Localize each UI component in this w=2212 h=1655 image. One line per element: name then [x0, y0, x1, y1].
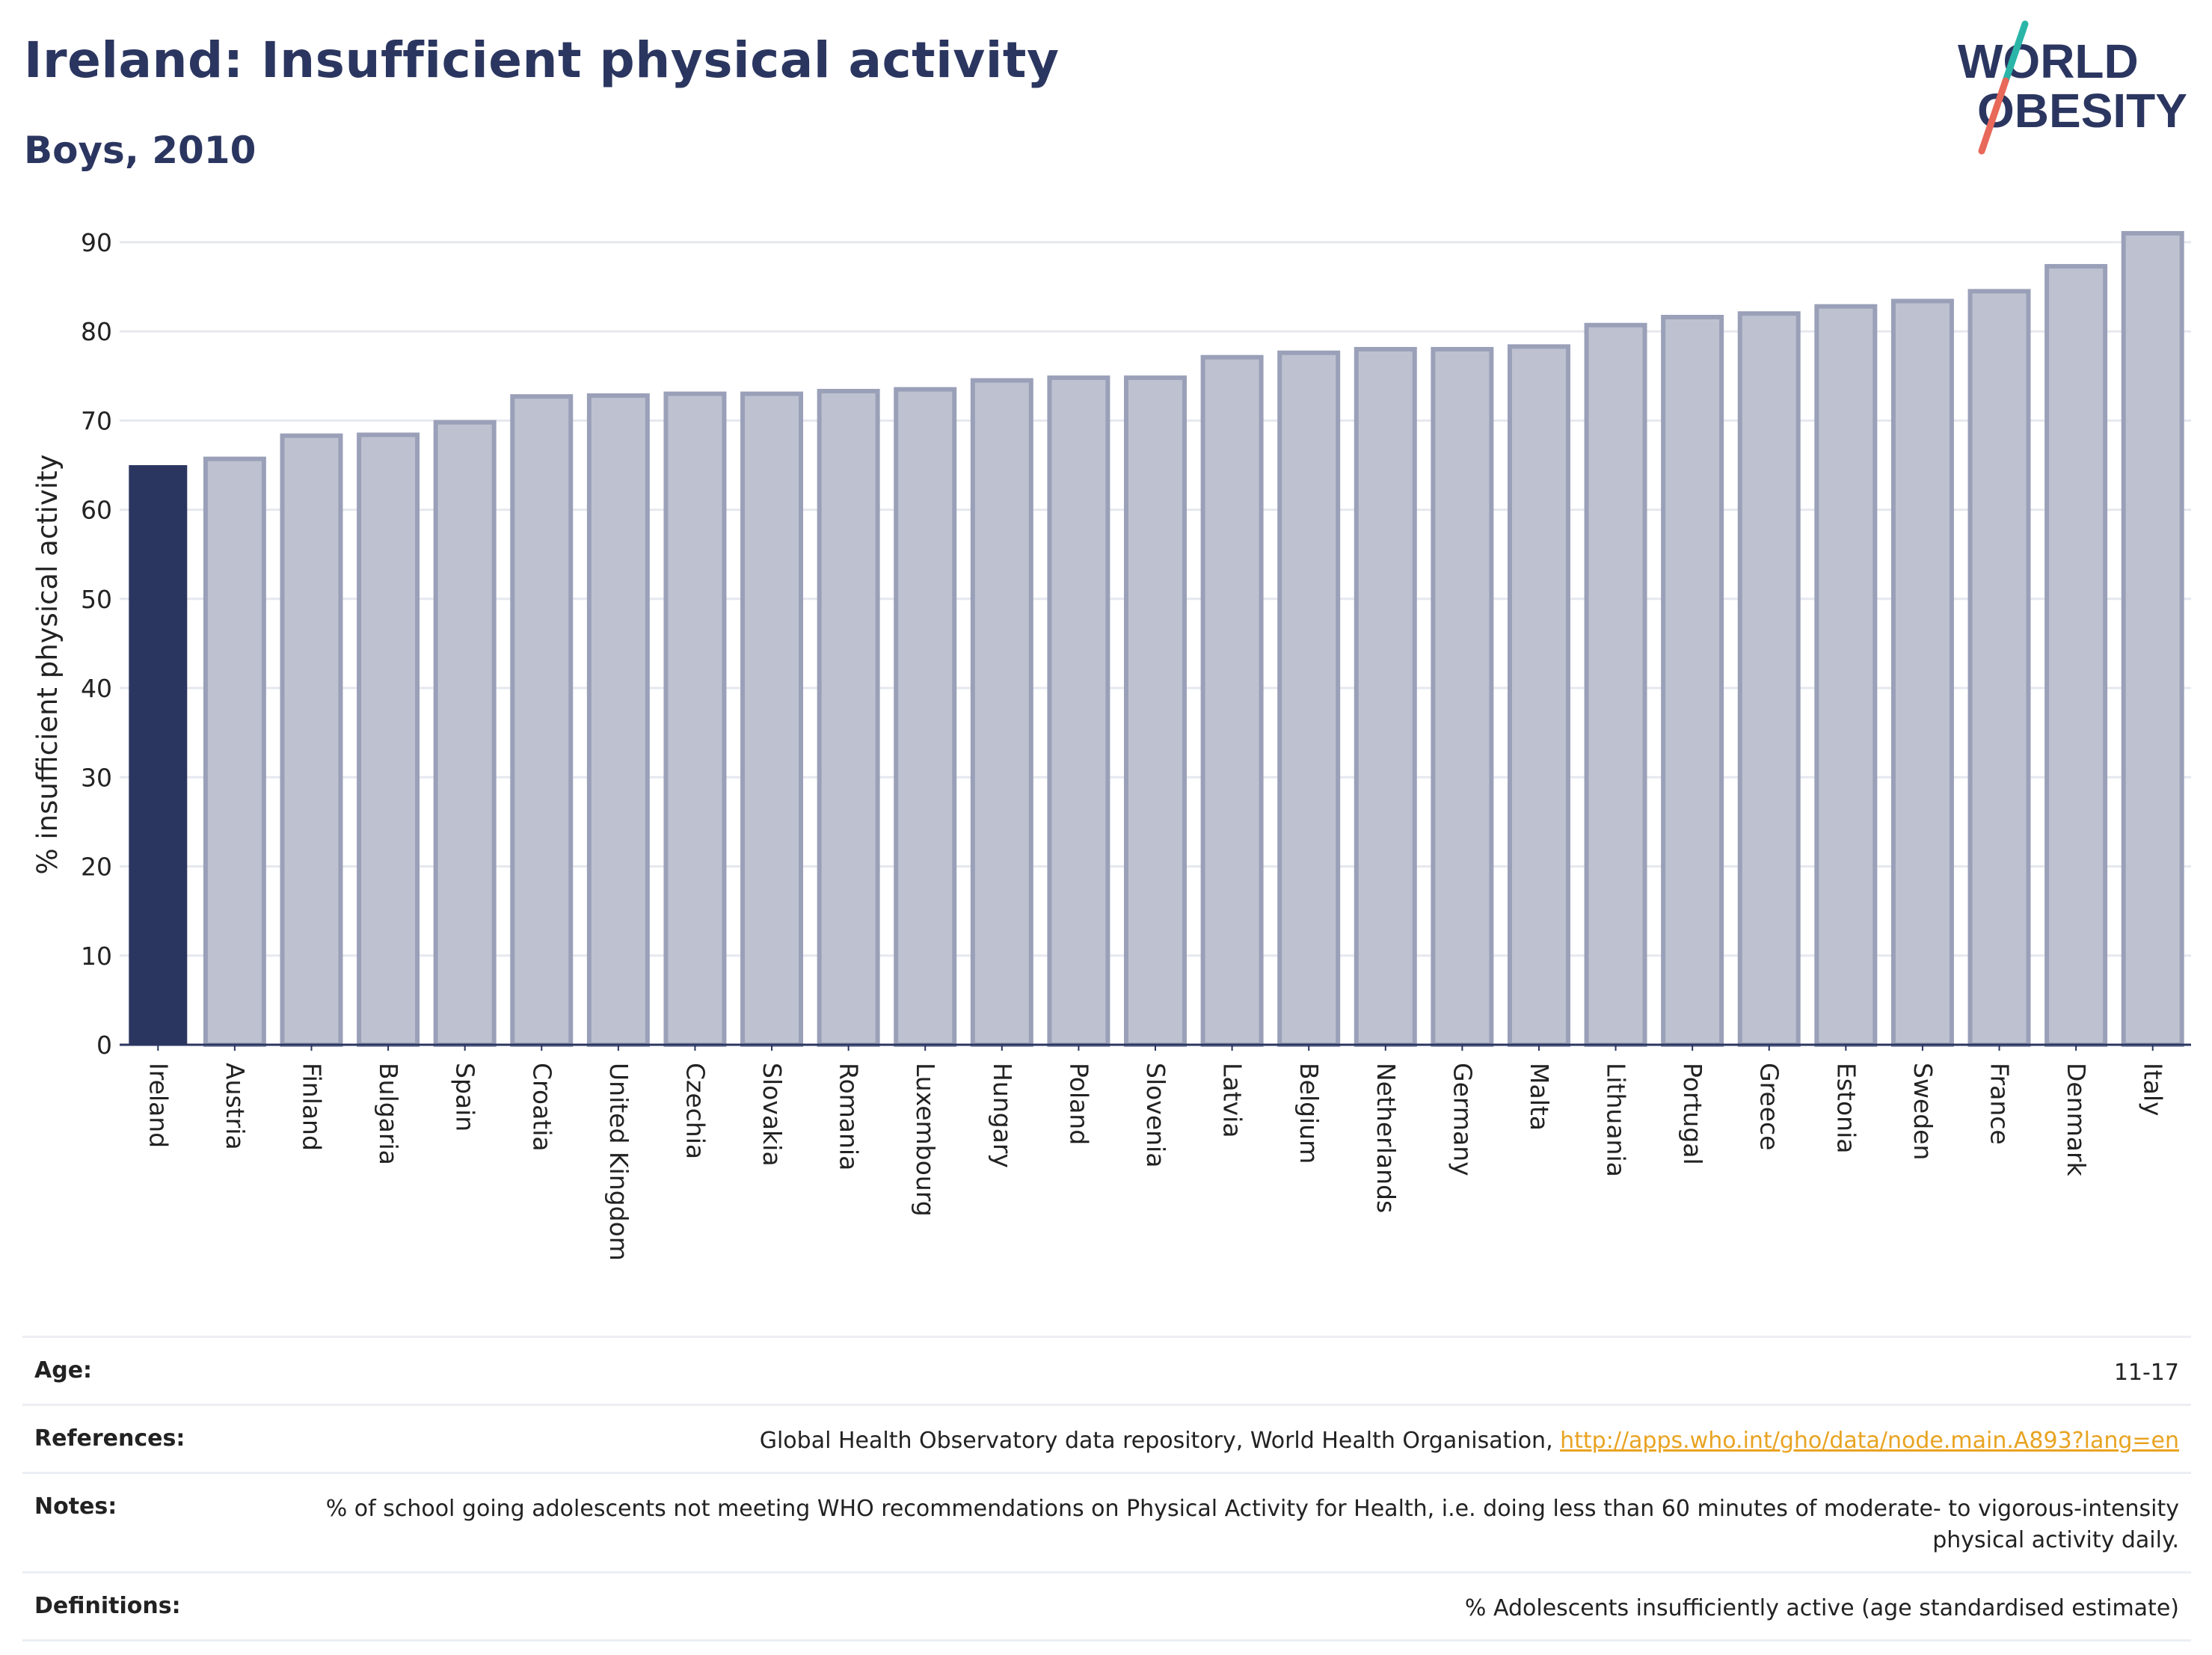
world-obesity-logo: WORLD OBESITY — [1958, 20, 2187, 155]
meta-key-notes: Notes: — [34, 1493, 117, 1520]
x-tick-label: Luxembourg — [911, 1063, 940, 1217]
references-link[interactable]: http://apps.who.int/gho/data/node.main.A… — [1560, 1428, 2179, 1454]
y-tick-label: 80 — [81, 317, 112, 346]
x-tick-label: Greece — [1755, 1063, 1784, 1150]
x-tick-label: Finland — [297, 1063, 326, 1151]
y-axis-title: % insufficient physical activity — [31, 454, 64, 874]
meta-key-definitions: Definitions: — [34, 1593, 181, 1619]
meta-key-age: Age: — [34, 1357, 93, 1384]
bar — [740, 391, 804, 1047]
meta-row-age: Age: 11-17 — [22, 1336, 2191, 1404]
bar — [1047, 375, 1110, 1047]
y-tick-label: 70 — [81, 406, 112, 435]
x-tick-label: Italy — [2139, 1063, 2168, 1117]
x-tick-label: Denmark — [2062, 1063, 2091, 1177]
bar — [1431, 346, 1494, 1048]
bar — [510, 394, 574, 1047]
metadata-table: Age: 11-17 References: Global Health Obs… — [22, 1336, 2191, 1642]
y-tick-label: 10 — [81, 942, 112, 971]
bar — [1200, 354, 1264, 1047]
bar — [586, 393, 650, 1047]
x-tick-label: Malta — [1525, 1063, 1554, 1131]
page-title: Ireland: Insufficient physical activity — [24, 31, 1060, 89]
x-tick-label: Slovenia — [1141, 1063, 1170, 1167]
page-subtitle: Boys, 2010 — [24, 129, 256, 172]
references-text: Global Health Observatory data repositor… — [759, 1428, 1561, 1454]
x-tick-label: Austria — [221, 1063, 250, 1150]
bar — [433, 420, 497, 1047]
bar — [1584, 322, 1647, 1047]
x-tick-label: Belgium — [1294, 1063, 1324, 1164]
meta-value-age: 11-17 — [2113, 1360, 2179, 1386]
bar — [2121, 230, 2184, 1047]
meta-value-definitions: % Adolescents insufficiently active (age… — [1464, 1595, 2179, 1621]
meta-row-notes: Notes: % of school going adolescents not… — [22, 1472, 2191, 1571]
bar — [1737, 311, 1801, 1047]
x-tick-label: Ireland — [144, 1063, 173, 1148]
bar — [280, 433, 343, 1047]
bar — [357, 432, 420, 1047]
bar — [203, 456, 266, 1047]
logo-line2: OBESITY — [1977, 84, 2187, 138]
x-tick-label: Hungary — [988, 1063, 1017, 1168]
x-tick-label: Romania — [835, 1063, 864, 1170]
bar — [1890, 298, 1954, 1047]
bar — [1661, 315, 1724, 1048]
bar — [1354, 346, 1417, 1048]
y-tick-label: 30 — [81, 763, 112, 792]
bar — [1277, 350, 1341, 1047]
bar — [663, 391, 727, 1047]
x-tick-label: Croatia — [527, 1063, 556, 1152]
logo-line1: WORLD — [1958, 34, 2139, 88]
x-tick-label: Sweden — [1908, 1063, 1938, 1160]
meta-value-notes: % of school going adolescents not meetin… — [325, 1496, 2179, 1553]
y-tick-label: 40 — [81, 674, 112, 703]
bar — [970, 378, 1033, 1048]
x-tick-label: Estonia — [1831, 1063, 1861, 1153]
y-tick-label: 60 — [81, 496, 112, 525]
x-tick-label: Germany — [1448, 1063, 1477, 1176]
bar — [1814, 304, 1878, 1047]
x-tick-label: Czechia — [681, 1063, 710, 1159]
x-tick-label: Slovakia — [758, 1063, 787, 1167]
bar — [817, 388, 880, 1047]
y-tick-label: 50 — [81, 585, 112, 614]
x-tick-label: Bulgaria — [374, 1063, 403, 1165]
meta-value-references: Global Health Observatory data repositor… — [760, 1425, 2179, 1457]
bar — [2044, 264, 2108, 1048]
bar — [129, 464, 188, 1045]
x-tick-label: United Kingdom — [604, 1063, 633, 1261]
x-tick-label: Netherlands — [1371, 1063, 1401, 1213]
meta-row-references: References: Global Health Observatory da… — [22, 1404, 2191, 1472]
y-tick-label: 20 — [81, 853, 112, 882]
bar — [1124, 375, 1187, 1047]
x-tick-label: Latvia — [1218, 1063, 1247, 1137]
x-tick-label: Lithuania — [1602, 1063, 1631, 1177]
y-tick-label: 90 — [81, 228, 112, 257]
bar — [1967, 289, 2031, 1048]
x-tick-label: Poland — [1064, 1063, 1093, 1145]
bar — [1507, 344, 1570, 1047]
x-tick-label: Spain — [451, 1063, 480, 1132]
y-tick-label: 0 — [96, 1031, 112, 1060]
bar-chart: 0 10 20 30 40 50 60 70 80 90 Ireland Austria Finland… — [31, 228, 2191, 1261]
meta-key-references: References: — [34, 1425, 185, 1452]
meta-row-definitions: Definitions: % Adolescents insufficientl… — [22, 1571, 2191, 1642]
bar — [894, 387, 957, 1047]
x-tick-label: France — [1985, 1063, 2015, 1145]
x-tick-label: Portugal — [1678, 1063, 1707, 1165]
